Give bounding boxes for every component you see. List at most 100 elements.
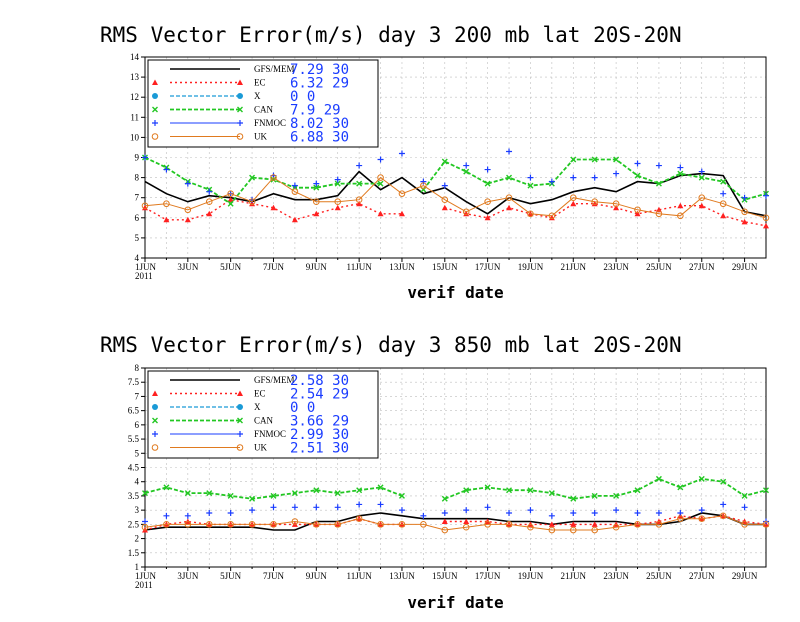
x-axis-label: verif date bbox=[407, 283, 503, 302]
data-point bbox=[634, 206, 641, 214]
data-point bbox=[270, 176, 277, 183]
x-tick-label-line: 23JUN bbox=[603, 571, 629, 581]
x-tick-label: 7JUN bbox=[263, 571, 285, 581]
legend-item: X 0 0 bbox=[152, 400, 315, 416]
data-point bbox=[249, 495, 256, 502]
data-point bbox=[548, 178, 555, 185]
data-point bbox=[462, 523, 470, 531]
series-can bbox=[142, 475, 769, 502]
x-tick-label: 11JUN bbox=[347, 262, 373, 272]
chart-title: RMS Vector Error(m/s) day 3 850 mb lat 2… bbox=[100, 333, 682, 357]
y-tick-label: 6 bbox=[135, 213, 140, 223]
data-point bbox=[313, 184, 320, 191]
x-tick-label: 9JUN bbox=[306, 262, 328, 272]
data-point bbox=[741, 504, 748, 511]
data-point bbox=[142, 204, 148, 211]
y-tick-label: 10 bbox=[130, 132, 140, 142]
data-point bbox=[591, 521, 598, 527]
data-point bbox=[569, 194, 577, 201]
series-line bbox=[144, 176, 767, 219]
data-point bbox=[227, 492, 234, 499]
x-tick-label: 17JUN bbox=[475, 262, 501, 272]
data-point bbox=[356, 200, 363, 207]
x-tick-label: 27JUN bbox=[689, 571, 715, 581]
data-point bbox=[677, 164, 684, 171]
data-point bbox=[463, 210, 470, 217]
x-tick-label: 7JUN bbox=[263, 262, 285, 272]
y-tick-label: 2.5 bbox=[128, 519, 140, 529]
series-ec bbox=[142, 196, 769, 229]
data-point bbox=[377, 174, 384, 181]
data-point bbox=[741, 521, 748, 528]
data-point bbox=[698, 174, 705, 181]
data-point bbox=[163, 512, 170, 519]
data-point bbox=[355, 515, 363, 522]
data-point bbox=[313, 504, 320, 511]
data-point bbox=[720, 190, 727, 197]
data-point bbox=[591, 200, 598, 207]
legend-label: FNMOC bbox=[254, 429, 286, 439]
data-point bbox=[463, 507, 470, 514]
data-point bbox=[463, 518, 470, 525]
data-point bbox=[152, 106, 158, 113]
x-tick-label-line: 27JUN bbox=[689, 262, 715, 272]
x-tick-label: 25JUN bbox=[646, 571, 672, 581]
x-tick-label-line: 1JUN bbox=[135, 571, 157, 581]
data-point bbox=[152, 390, 158, 396]
data-point bbox=[356, 180, 363, 187]
data-point bbox=[613, 492, 620, 499]
data-point bbox=[720, 212, 727, 219]
data-point bbox=[420, 178, 427, 185]
data-point bbox=[151, 133, 159, 140]
x-tick-label: 13JUN bbox=[389, 571, 415, 581]
x-tick-label: 1JUN 2011 bbox=[135, 571, 157, 590]
legend-label: GFS/MEM bbox=[254, 375, 295, 385]
data-point bbox=[377, 180, 384, 187]
legend-stats: 6.32 29 bbox=[290, 76, 349, 92]
data-point bbox=[655, 162, 662, 169]
data-point bbox=[441, 196, 449, 204]
data-point bbox=[227, 196, 234, 203]
data-point bbox=[634, 210, 641, 217]
x-tick-label-line: 2011 bbox=[135, 580, 153, 590]
legend-item: FNMOC 8.02 30 bbox=[152, 116, 349, 132]
y-tick-label: 2 bbox=[135, 534, 140, 544]
data-point bbox=[377, 210, 384, 217]
y-tick-label: 6.5 bbox=[128, 406, 140, 416]
x-tick-label-line: 3JUN bbox=[177, 571, 199, 581]
y-tick-label: 7.5 bbox=[128, 377, 140, 387]
data-point bbox=[548, 512, 555, 519]
x-tick-label: 13JUN bbox=[389, 262, 415, 272]
data-point bbox=[505, 194, 513, 201]
legend-stats: 7.9 29 bbox=[290, 103, 341, 119]
data-point bbox=[377, 501, 384, 508]
data-point bbox=[334, 204, 341, 211]
data-point bbox=[142, 154, 148, 161]
legend-label: EC bbox=[254, 78, 266, 88]
legend-item: UK 2.51 30 bbox=[151, 441, 349, 457]
legend-label: EC bbox=[254, 389, 266, 399]
data-point bbox=[463, 162, 470, 169]
data-point bbox=[291, 182, 298, 189]
data-point bbox=[184, 216, 191, 223]
x-tick-label: 29JUN bbox=[732, 571, 758, 581]
data-point bbox=[591, 198, 598, 206]
data-point bbox=[420, 512, 427, 519]
data-point bbox=[291, 518, 299, 525]
legend-label: X bbox=[254, 402, 261, 412]
x-tick-label-line: 11JUN bbox=[347, 571, 373, 581]
data-point bbox=[655, 475, 662, 482]
x-tick-label-line: 7JUN bbox=[263, 262, 285, 272]
data-point bbox=[291, 504, 298, 511]
y-tick-label: 13 bbox=[130, 72, 140, 82]
data-point bbox=[527, 182, 534, 189]
data-point bbox=[548, 212, 556, 220]
data-point bbox=[377, 484, 384, 491]
data-point bbox=[227, 200, 234, 207]
data-point bbox=[698, 507, 705, 514]
x-tick-label-line: 7JUN bbox=[263, 571, 285, 581]
data-point bbox=[634, 160, 641, 167]
data-point bbox=[163, 484, 170, 491]
